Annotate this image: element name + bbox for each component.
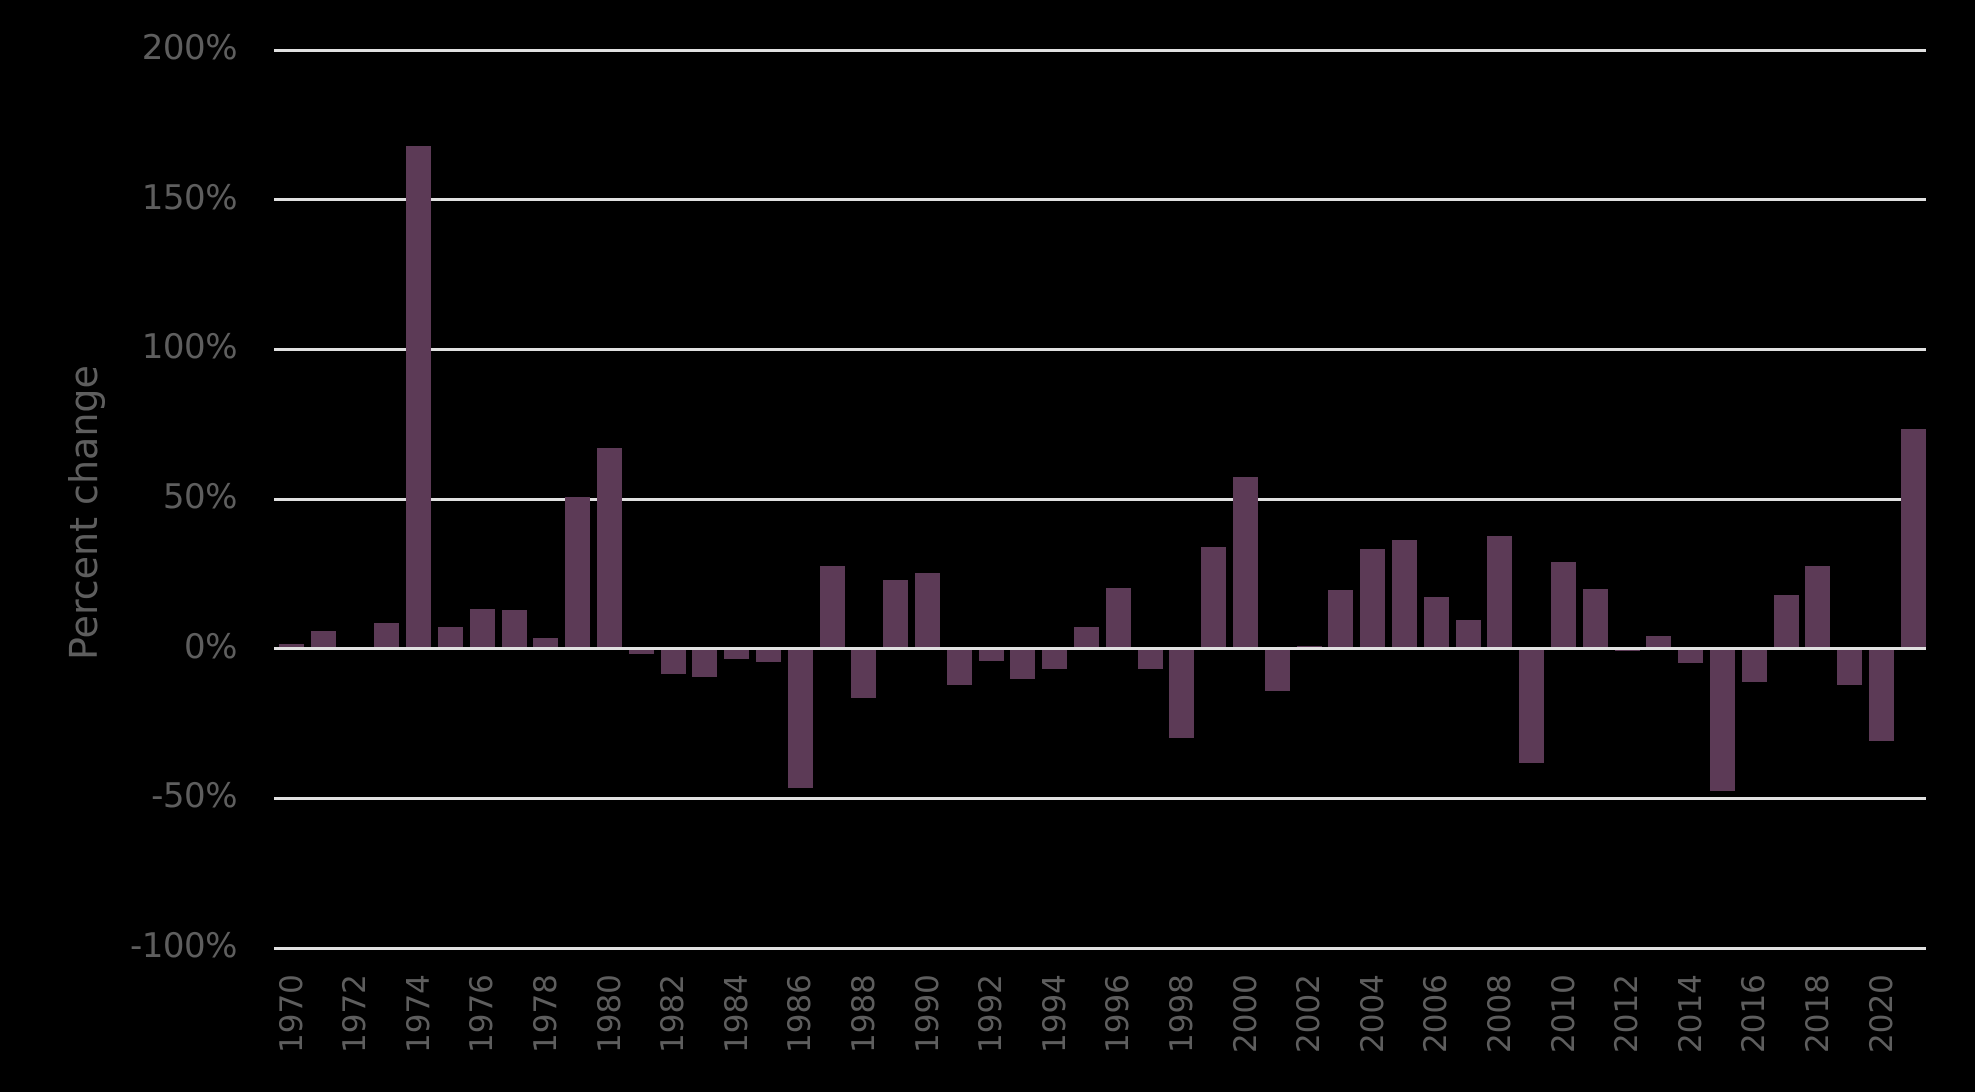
gridline xyxy=(274,647,1926,651)
bar-2017 xyxy=(1773,595,1799,648)
x-tick-label: 1994 xyxy=(1036,974,1073,1053)
bar-2016 xyxy=(1741,650,1767,682)
x-tick-label: 1972 xyxy=(337,974,374,1053)
bar-2010 xyxy=(1551,562,1576,648)
x-tick-label: 1978 xyxy=(527,974,564,1053)
gridline xyxy=(274,946,1926,950)
x-tick-label: 1990 xyxy=(909,974,946,1053)
bar-2001 xyxy=(1264,650,1290,691)
bar-2005 xyxy=(1392,540,1417,648)
gridline xyxy=(274,796,1926,800)
y-tick-label: 200% xyxy=(141,28,238,68)
bar-2021 xyxy=(1900,428,1926,648)
gridline xyxy=(274,198,1926,202)
bar-2002 xyxy=(1296,646,1322,648)
bar-2008 xyxy=(1487,536,1513,648)
y-tick-label: 150% xyxy=(141,177,238,218)
x-tick-label: 2006 xyxy=(1418,974,1455,1053)
x-tick-label: 1974 xyxy=(400,974,437,1053)
bar-2012 xyxy=(1614,650,1640,652)
bar-1998 xyxy=(1169,650,1195,738)
bar-1978 xyxy=(533,637,559,648)
bar-1977 xyxy=(501,610,527,648)
x-tick-label: 2010 xyxy=(1545,974,1582,1053)
x-tick-label: 2016 xyxy=(1736,974,1773,1053)
x-tick-label: 2000 xyxy=(1227,974,1264,1053)
bar-2000 xyxy=(1233,477,1258,648)
x-tick-label: 1980 xyxy=(591,974,628,1053)
bar-1984 xyxy=(724,650,750,660)
bar-1983 xyxy=(692,650,718,678)
x-tick-label: 2020 xyxy=(1863,974,1900,1053)
bar-1989 xyxy=(883,580,909,648)
bar-2020 xyxy=(1869,650,1894,742)
y-tick-label: 100% xyxy=(141,327,238,368)
bar-1973 xyxy=(374,622,400,648)
x-tick-label: 1986 xyxy=(782,974,819,1053)
bar-1981 xyxy=(628,650,654,655)
bar-1988 xyxy=(851,650,877,699)
y-axis-title: Percent change xyxy=(62,365,106,660)
y-tick-label: -50% xyxy=(151,776,237,817)
bar-1980 xyxy=(597,448,622,648)
x-tick-label: 1992 xyxy=(973,974,1010,1053)
x-tick-label: 1984 xyxy=(718,974,755,1053)
bar-2014 xyxy=(1678,650,1704,664)
bar-2009 xyxy=(1519,650,1545,763)
bar-1992 xyxy=(978,650,1004,661)
bar-1999 xyxy=(1201,547,1227,648)
bar-1971 xyxy=(310,631,336,648)
x-tick-label: 1970 xyxy=(273,974,310,1053)
bar-1993 xyxy=(1010,650,1036,679)
x-tick-label: 2012 xyxy=(1609,974,1646,1053)
bar-1985 xyxy=(756,650,781,663)
y-tick-label: 0% xyxy=(184,626,237,667)
x-tick-label: 2018 xyxy=(1799,974,1836,1053)
bar-1970 xyxy=(279,643,304,648)
bar-1994 xyxy=(1042,650,1068,669)
x-tick-label: 1988 xyxy=(845,974,882,1053)
gridline xyxy=(274,497,1926,501)
bar-2013 xyxy=(1646,636,1672,648)
x-tick-label: 2002 xyxy=(1291,974,1328,1053)
bar-1991 xyxy=(946,650,972,685)
gridline xyxy=(274,347,1926,351)
bar-1995 xyxy=(1074,627,1099,648)
bar-1979 xyxy=(565,496,591,648)
y-tick-label: 50% xyxy=(162,477,238,517)
x-tick-label: 1982 xyxy=(655,974,692,1053)
bar-1975 xyxy=(438,627,463,648)
bar-1986 xyxy=(787,650,813,788)
bar-1987 xyxy=(819,566,845,648)
bar-2003 xyxy=(1328,590,1354,648)
x-tick-label: 1976 xyxy=(464,974,501,1053)
bar-1990 xyxy=(915,573,940,648)
y-tick-label: -100% xyxy=(130,926,237,966)
bar-2007 xyxy=(1455,620,1481,648)
bar-2019 xyxy=(1837,650,1863,686)
bar-1976 xyxy=(469,608,495,648)
bar-1982 xyxy=(660,650,686,674)
bar-2004 xyxy=(1360,548,1386,648)
bar-1997 xyxy=(1137,650,1163,669)
x-tick-label: 1996 xyxy=(1100,974,1137,1053)
bar-2011 xyxy=(1582,589,1608,648)
bar-1974 xyxy=(406,145,432,648)
x-tick-label: 2014 xyxy=(1672,974,1709,1053)
bar-1996 xyxy=(1105,588,1131,648)
x-tick-label: 2008 xyxy=(1481,974,1518,1053)
x-tick-label: 1998 xyxy=(1163,974,1200,1053)
bar-2015 xyxy=(1710,650,1735,792)
bar-2006 xyxy=(1423,597,1449,648)
x-tick-label: 2004 xyxy=(1354,974,1391,1053)
bar-2018 xyxy=(1805,566,1831,648)
gridline xyxy=(274,48,1926,52)
